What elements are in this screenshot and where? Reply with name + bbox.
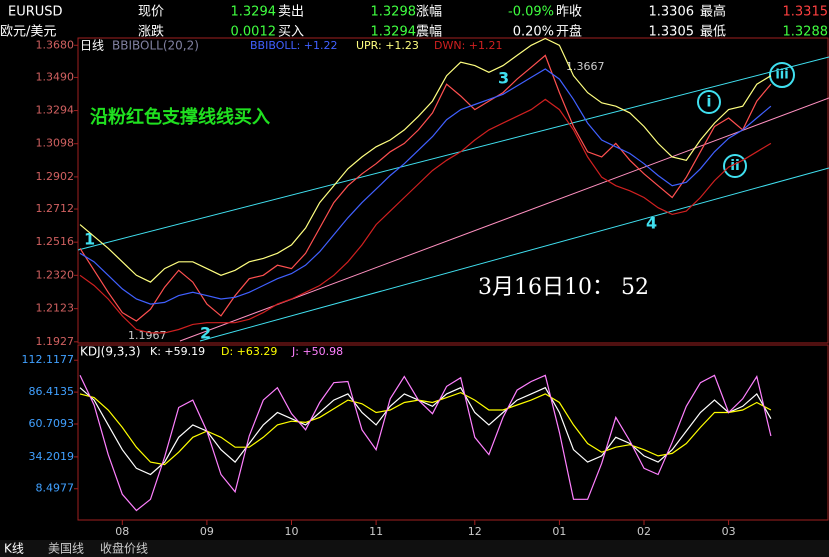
y-tick-label: 1.1927 [36,335,75,348]
x-tick-label: 11 [369,525,383,538]
x-tick-label: 01 [552,525,566,538]
field-label: 涨幅 [416,5,442,20]
y-tick-label: 1.3294 [36,104,75,117]
field-value: 0.0012 [231,25,277,40]
indicator: KDJ(9,3,3) [80,345,141,359]
series-line [79,68,772,305]
tab[interactable]: 收盘价线 [100,541,148,556]
field-value: 1.3306 [649,5,695,20]
x-tick-label: 12 [468,525,482,538]
wave-circle [697,90,721,114]
field-label: 涨跌 [138,24,164,40]
field-value: -0.09% [508,5,554,20]
field-label: 震幅 [416,25,442,40]
series-line [79,54,772,322]
y-tick-label: 1.2320 [36,268,75,281]
y-tick-label: 60.7093 [29,417,75,430]
field-label: 最低 [700,25,726,40]
series-line [79,98,772,334]
y-tick-label: 34.2019 [29,450,75,463]
field-label: 昨收 [556,5,582,20]
series-line [79,374,772,512]
y-tick-label: 1.3098 [36,137,75,150]
x-tick-label: 10 [285,525,299,538]
y-tick-label: 1.2516 [36,235,75,248]
main-frame [77,37,829,344]
field-value: 1.3305 [649,25,695,40]
low-label: 1.1967 [128,329,167,342]
y-tick-label: 112.1177 [22,353,75,366]
legend-entry: D: +63.29 [221,345,277,358]
wave-circle [723,154,747,178]
series-line [79,386,772,476]
tab[interactable]: 美国线 [48,542,84,556]
y-tick-label: 1.2123 [36,302,75,315]
x-tick-label: 02 [637,525,651,538]
field-value: 1.3294 [231,5,277,20]
y-tick-label: 1.3490 [36,70,75,83]
timestamp: 3月16日10： 52 [478,275,649,300]
kdj-frame [77,344,829,521]
x-tick-label: 08 [115,525,129,538]
indicator: BBIBOLL(20,2) [112,39,199,53]
field-label: 开盘 [556,24,582,40]
field-label: 最高 [700,4,726,20]
wave-label: 4 [646,214,657,233]
y-tick-label: 86.4135 [29,385,75,398]
field-value: 0.20% [513,25,554,40]
wave-label: ii [730,158,740,174]
y-tick-label: 1.3680 [36,38,75,51]
field-label: 卖出 [278,5,304,20]
period: 日线 [80,39,104,53]
x-tick-label: 03 [722,525,736,538]
note: 沿粉红色支撑线线买入 [90,106,270,128]
wave-label: 1 [84,230,95,249]
legend-entry: K: +59.19 [150,345,205,358]
wave-label: i [706,93,711,111]
field-value: 1.3315 [783,5,829,20]
y-tick-label: 8.4977 [36,482,75,495]
legend-entry: BBIBOLL: +1.22 [250,39,338,52]
trend-line [77,56,829,251]
legend-entry: J: +50.98 [291,345,343,358]
symbol-name: 欧元/美元 [0,25,56,40]
x-tick-label: 09 [200,525,214,538]
field-value: 1.3294 [371,25,417,40]
tab-bar [0,540,829,557]
field-value: 1.3298 [371,5,417,20]
wave-circle [769,62,795,88]
series-line [79,391,772,466]
tab[interactable]: K线 [4,542,24,556]
wave-label: iii [775,68,788,83]
y-tick-label: 1.2902 [36,170,75,183]
y-tick-label: 1.2712 [36,202,75,215]
trend-line [199,167,829,342]
legend-entry: UPR: +1.23 [356,39,419,52]
field-value: 1.3288 [783,25,829,40]
symbol: EURUSD [8,5,63,20]
series-line [79,37,772,283]
legend-entry: DWN: +1.21 [434,39,503,52]
high-label: 1.3667 [566,60,605,73]
wave-label: 2 [200,324,211,343]
wave-label: 3 [498,69,509,88]
field-label: 买入 [278,25,304,40]
header-bg [0,0,829,44]
field-label: 现价 [138,5,164,20]
